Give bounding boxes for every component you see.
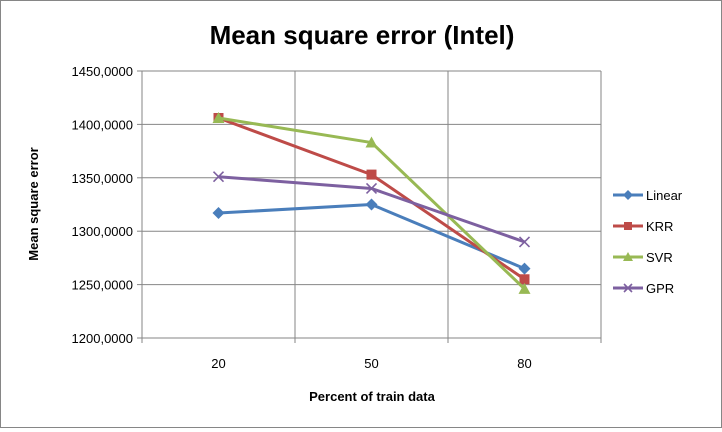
data-point-linear [365, 198, 378, 211]
data-point-linear [518, 262, 531, 275]
legend-item-gpr: GPR [613, 281, 674, 296]
series-linear [212, 198, 531, 275]
data-point-krr [519, 274, 530, 285]
y-tick-label: 1250,0000 [72, 278, 133, 293]
legend-label-svr: SVR [646, 250, 673, 265]
data-point-svr [518, 282, 531, 294]
y-tick-label: 1350,0000 [72, 171, 133, 186]
data-point-krr [366, 169, 377, 180]
legend-marker-krr [624, 222, 632, 230]
x-tick-label: 20 [211, 356, 225, 371]
legend-item-krr: KRR [613, 219, 673, 234]
chart-title: Mean square error (Intel) [210, 20, 515, 50]
y-tick-label: 1200,0000 [72, 331, 133, 346]
x-tick-label: 80 [517, 356, 531, 371]
legend-marker-gpr [623, 283, 633, 293]
series-svr [212, 111, 531, 294]
y-tick-label: 1400,0000 [72, 117, 133, 132]
data-point-svr [212, 111, 225, 123]
y-tick-label: 1450,0000 [72, 64, 133, 79]
data-point-gpr [365, 182, 378, 195]
series-gpr [212, 171, 531, 248]
legend: Linear KRR SVR GPR [613, 188, 683, 296]
data-point-linear [212, 207, 225, 220]
x-tick-label: 50 [364, 356, 378, 371]
legend-label-krr: KRR [646, 219, 673, 234]
legend-item-linear: Linear [613, 188, 683, 203]
legend-label-linear: Linear [646, 188, 683, 203]
y-tick-label: 1300,0000 [72, 224, 133, 239]
x-axis-title: Percent of train data [309, 389, 435, 404]
legend-label-gpr: GPR [646, 281, 674, 296]
legend-item-svr: SVR [613, 250, 673, 265]
legend-marker-svr [623, 252, 633, 261]
data-point-svr [365, 136, 378, 148]
data-point-gpr [518, 236, 531, 248]
data-point-gpr [212, 171, 225, 183]
legend-marker-linear [623, 190, 633, 200]
y-axis-title: Mean square error [26, 147, 41, 260]
